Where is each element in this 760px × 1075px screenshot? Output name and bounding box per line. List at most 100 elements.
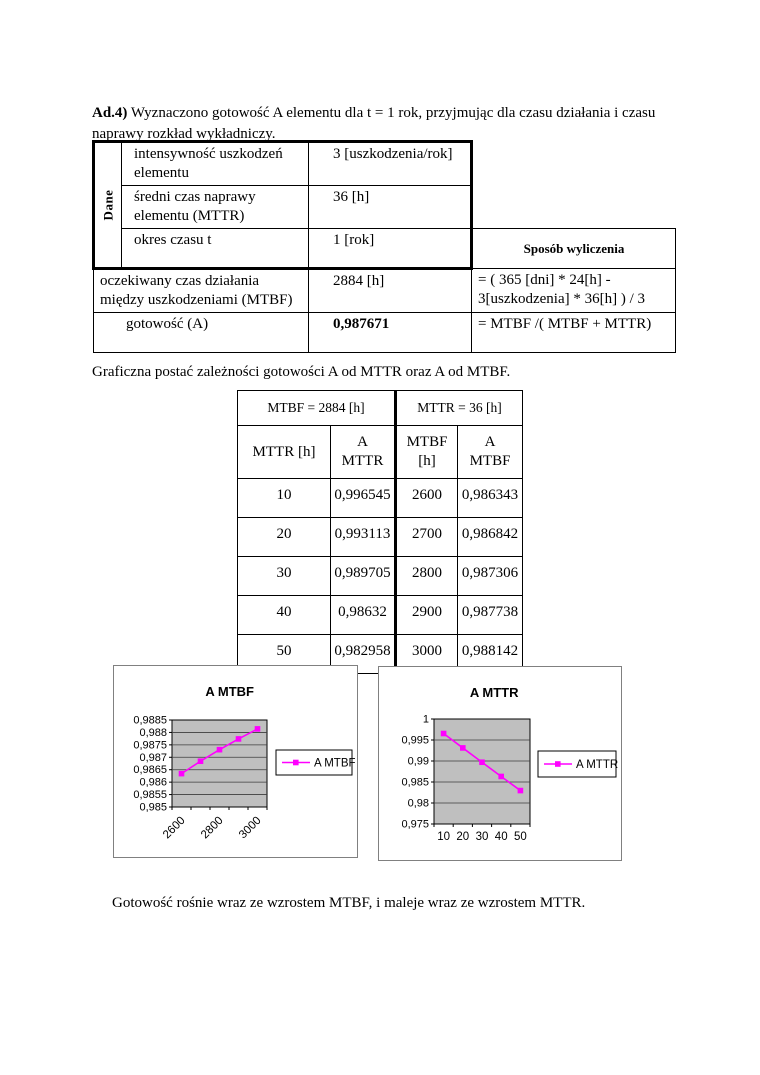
y-axis-label: 0,985 [401,777,429,789]
y-axis-label: 0,9865 [133,764,167,776]
y-axis-label: 0,9855 [133,789,167,801]
table-row: MTTR [h] A MTTR MTBF [h] A MTBF [237,425,523,479]
y-axis-label: 0,986 [139,777,167,789]
y-axis-label: 0,9885 [133,715,167,727]
column-header: A MTBF [457,425,523,479]
table-cell: 0,987306 [457,556,523,596]
table-row: gotowość (A) 0,987671 = MTBF /( MTBF + M… [93,312,676,353]
data-point-marker [460,745,466,751]
group-header-mttr: MTTR = 36 [h] [395,390,523,426]
plot-area [433,718,531,825]
data-point-marker [216,746,223,753]
row-label: okres czasu t [121,228,309,270]
empty-cell [472,186,676,229]
calculation-table: Dane intensywność uszkodzeń elementu 3 [… [92,140,676,353]
row-value: 36 [h] [308,185,473,229]
table-row: okres czasu t 1 [rok] Sposób wyliczenia [94,228,676,270]
y-axis-label: 0,985 [139,802,167,814]
availability-value: 0,987671 [308,312,472,353]
mtbf-value: 2884 [h] [308,268,472,313]
empty-cell [472,142,676,186]
table-cell: 20 [237,517,331,557]
y-axis-label: 0,975 [401,819,429,831]
availability-label: gotowość (A) [93,312,309,353]
method-header: Sposób wyliczenia [471,228,676,269]
conclusion-text: Gotowość rośnie wraz ze wzrostem MTBF, i… [112,895,586,911]
x-axis-label: 20 [456,831,469,843]
x-axis-label: 40 [495,831,508,843]
chart-title: A MTTR [470,685,519,700]
row-value: 1 [rok] [308,228,473,270]
availability-formula: = MTBF /( MTBF + MTTR) [471,312,676,353]
table-cell: 0,986842 [457,517,523,557]
data-point-marker [498,773,504,780]
table-row: MTBF = 2884 [h] MTTR = 36 [h] [237,390,523,426]
table-cell: 2700 [395,517,458,557]
x-axis-label: 30 [476,831,489,843]
y-axis-label: 1 [423,714,429,726]
chart-title: A MTBF [205,684,254,699]
table-row: 30 0,989705 2800 0,987306 [237,556,523,596]
legend-marker [293,759,299,766]
x-axis-label: 50 [514,831,527,843]
data-point-marker [235,736,242,742]
table-cell: 2900 [395,595,458,635]
intro-paragraph: Ad.4) Wyznaczono gotowość A elementu dla… [92,103,680,145]
table-cell: 0,989705 [330,556,397,596]
data-point-marker [197,758,204,765]
table-row: oczekiwany czas działania między uszkodz… [93,268,676,313]
table-cell: 0,993113 [330,517,397,557]
y-axis-label: 0,995 [401,735,429,747]
x-axis-label: 2600 [161,815,188,842]
y-axis-label: 0,9875 [133,739,167,751]
x-axis-label: 10 [437,831,450,843]
column-header: A MTTR [330,425,397,479]
plot-area [171,719,268,808]
chart-svg: A MTBF0,98850,9880,98750,9870,98650,9860… [133,684,355,842]
intro-text: Wyznaczono gotowość A elementu dla t = 1… [92,105,656,142]
mtbf-formula: = ( 365 [dni] * 24[h] - 3[uszkodzenia] *… [471,268,676,313]
data-point-marker [440,730,447,737]
data-point-marker [479,759,485,766]
y-axis-label: 0,987 [139,752,167,764]
mtbf-label: oczekiwany czas działania między uszkodz… [93,268,309,313]
data-point-marker [254,726,261,732]
table-row: 40 0,98632 2900 0,987738 [237,595,523,635]
graph-caption: Graficzna postać zależności gotowości A … [92,364,511,380]
y-axis-label: 0,99 [408,756,429,768]
table-row: 20 0,993113 2700 0,986842 [237,517,523,557]
chart-svg: A MTTR 1 0,995 0,99 0,985 0,98 0,975 10 20 30 40 50… [401,685,618,843]
table-cell: 40 [237,595,331,635]
table-cell: 0,987738 [457,595,523,635]
group-label: Dane [100,189,116,221]
table-row: Dane intensywność uszkodzeń elementu 3 [… [92,140,676,270]
legend-label: A MTTR [576,759,618,771]
x-axis-label: 2800 [199,815,226,842]
y-axis-label: 0,988 [139,727,167,739]
intro-label: Ad.4) [92,105,128,121]
x-axis-label: 3000 [237,815,264,842]
legend-marker [555,761,561,767]
group-header-mtbf: MTBF = 2884 [h] [237,390,397,426]
column-header: MTBF [h] [395,425,458,479]
column-header: MTTR [h] [237,425,331,479]
row-value: 3 [uszkodzenia/rok] [308,140,473,186]
table-row: 10 0,996545 2600 0,986343 [237,478,523,518]
chart-a-mttr: A MTTR 1 0,995 0,99 0,985 0,98 0,975 10 20 30 40 50… [378,666,622,861]
chart-a-mtbf: A MTBF 0,9885 0,988 0,9875 0,987 0,9865 0,986 0… [113,665,358,858]
values-table: MTBF = 2884 [h] MTTR = 36 [h] MTTR [h] A… [237,390,523,674]
table-cell: 2800 [395,556,458,596]
legend-label: A MTBF [314,758,355,770]
table-row: średni czas naprawy elementu (MTTR) 36 [… [94,185,676,229]
data-point-marker [178,770,185,777]
table-cell: 10 [237,478,331,518]
table-cell: 0,986343 [457,478,523,518]
table-cell: 0,98632 [330,595,397,635]
table-cell: 0,996545 [330,478,397,518]
table-cell: 30 [237,556,331,596]
table-cell: 2600 [395,478,458,518]
row-label: intensywność uszkodzeń elementu [121,140,309,186]
row-label: średni czas naprawy elementu (MTTR) [121,185,309,229]
y-axis-label: 0,98 [408,798,429,810]
